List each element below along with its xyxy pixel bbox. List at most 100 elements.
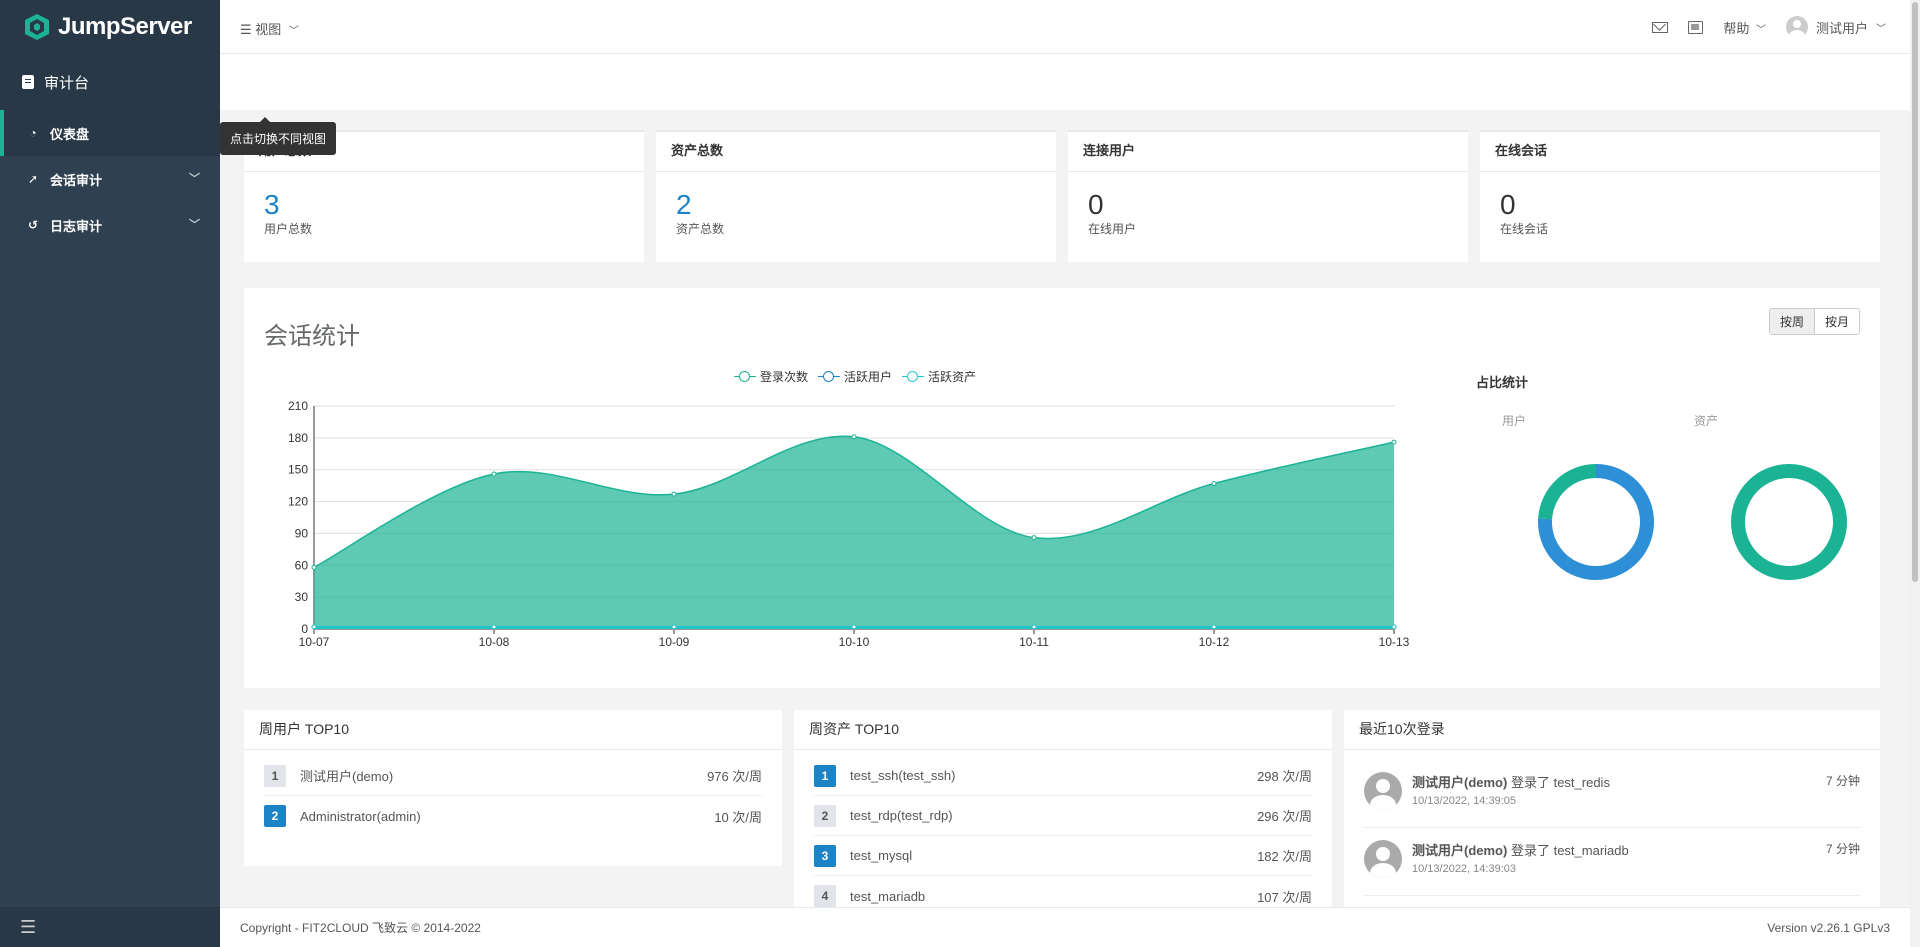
stat-title: 连接用户 bbox=[1068, 132, 1468, 172]
avatar bbox=[1364, 840, 1402, 878]
x-tick-label: 10-10 bbox=[839, 635, 870, 649]
x-tick-label: 10-12 bbox=[1199, 635, 1230, 649]
sidebar: JumpServer 审计台 ◔ 仪表盘 ➚ 会话审计 ﹀ ↺ 日志审计 ﹀ ☰ bbox=[0, 0, 220, 947]
stat-subtitle: 用户总数 bbox=[264, 222, 313, 236]
stat-card-assets: 资产总数 2 资产总数 bbox=[656, 130, 1056, 262]
user-ratio-donut bbox=[1538, 464, 1654, 580]
y-tick-label: 180 bbox=[288, 431, 308, 445]
stat-subtitle: 在线会话 bbox=[1500, 222, 1549, 236]
data-point bbox=[491, 624, 497, 630]
stat-value[interactable]: 2 bbox=[676, 189, 692, 220]
stat-value: 0 bbox=[1500, 189, 1516, 220]
donut-slice-1[interactable] bbox=[1731, 464, 1847, 580]
clipboard-icon bbox=[22, 75, 34, 89]
chevron-down-icon: ﹀ bbox=[189, 173, 200, 185]
period-month-button[interactable]: 按月 bbox=[1824, 315, 1849, 329]
legend-label: 活跃用户 bbox=[844, 370, 893, 384]
session-stats-title: 会话统计 bbox=[264, 323, 360, 350]
data-point bbox=[1031, 624, 1037, 630]
stat-card-online-users: 连接用户 0 在线用户 bbox=[1068, 130, 1468, 262]
user-menu[interactable]: 测试用户 ﹀ bbox=[1785, 16, 1886, 38]
top-navbar: ☰ 视图 ﹀ 帮助 ﹀ 测试用户 ﹀ bbox=[220, 0, 1910, 54]
login-time: 10/13/2022, 14:39:05 bbox=[1412, 795, 1516, 807]
legend-label: 登录次数 bbox=[760, 370, 809, 384]
sidebar-section-audit[interactable]: 审计台 bbox=[0, 54, 220, 110]
data-point bbox=[851, 624, 857, 630]
list-item: 1 测试用户(demo) 976 次/周 bbox=[264, 756, 762, 796]
login-summary: 测试用户(demo) 登录了 test_redis bbox=[1412, 772, 1826, 791]
login-text: 测试用户(demo) 登录了 test_mariadb 10/13/2022, … bbox=[1412, 840, 1826, 875]
sidebar-item-label: 仪表盘 bbox=[50, 126, 90, 142]
y-tick-label: 30 bbox=[295, 590, 309, 604]
recent-logins-list: 测试用户(demo) 登录了 test_redis 10/13/2022, 14… bbox=[1344, 750, 1880, 896]
item-name: test_ssh(test_ssh) bbox=[850, 768, 956, 783]
login-summary: 测试用户(demo) 登录了 test_mariadb bbox=[1412, 840, 1826, 859]
data-point bbox=[851, 434, 857, 440]
top-users-panel: 周用户 TOP10 1 测试用户(demo) 976 次/周 2 Adminis… bbox=[244, 710, 782, 866]
item-name: Administrator(admin) bbox=[300, 808, 421, 824]
view-switch-label: 视图 bbox=[255, 22, 282, 37]
dashboard-icon: ◔ bbox=[29, 126, 37, 140]
menu-icon: ☰ bbox=[240, 22, 252, 37]
legend-item-active-users[interactable]: 活跃用户 bbox=[818, 368, 892, 385]
chevron-down-icon: ﹀ bbox=[1755, 24, 1766, 36]
period-week-button[interactable]: 按周 bbox=[1769, 309, 1815, 334]
login-time: 10/13/2022, 14:39:03 bbox=[1412, 863, 1516, 875]
sidebar-item-session-audit[interactable]: ➚ 会话审计 ﹀ bbox=[0, 156, 220, 202]
period-toggle: 按周 按月 bbox=[1768, 308, 1860, 335]
top-assets-title: 周资产 TOP10 bbox=[794, 710, 1332, 750]
legend-marker bbox=[902, 370, 925, 383]
stat-card-online-sessions: 在线会话 0 在线会话 bbox=[1480, 130, 1880, 262]
view-switch-button[interactable]: ☰ 视图 ﹀ bbox=[240, 19, 299, 38]
login-ago: 7 分钟 bbox=[1825, 842, 1860, 856]
collapse-menu-icon: ☰ bbox=[20, 916, 37, 937]
sidebar-section-label: 审计台 bbox=[44, 74, 90, 92]
app-name: JumpServer bbox=[58, 13, 192, 40]
x-tick-label: 10-11 bbox=[1019, 635, 1049, 649]
sidebar-item-label: 日志审计 bbox=[50, 218, 103, 234]
web-terminal-icon[interactable] bbox=[1688, 20, 1704, 34]
list-item: 4 test_mariadb 107 次/周 bbox=[814, 876, 1312, 916]
rank-badge: 1 bbox=[814, 764, 836, 787]
item-count: 976 次/周 bbox=[707, 769, 762, 784]
avatar bbox=[1364, 772, 1402, 810]
legend-item-active-assets[interactable]: 活跃资产 bbox=[902, 368, 976, 385]
list-item: 3 test_mysql 182 次/周 bbox=[814, 836, 1312, 876]
stat-value[interactable]: 3 bbox=[264, 189, 280, 220]
view-switch-tooltip: 点击切换不同视图 bbox=[220, 117, 337, 155]
data-point bbox=[1391, 624, 1397, 630]
data-point bbox=[671, 491, 677, 497]
y-tick-label: 120 bbox=[288, 495, 308, 509]
item-name: test_mariadb bbox=[850, 888, 926, 904]
chevron-down-icon: ﹀ bbox=[189, 219, 200, 231]
app-logo[interactable]: JumpServer bbox=[0, 0, 220, 54]
mail-icon[interactable] bbox=[1652, 21, 1669, 33]
data-point bbox=[1211, 624, 1217, 630]
sidebar-item-dashboard[interactable]: ◔ 仪表盘 bbox=[0, 110, 220, 156]
footer-version: Version v2.26.1 GPLv3 bbox=[1767, 920, 1890, 935]
top-users-list: 1 测试用户(demo) 976 次/周 2 Administrator(adm… bbox=[244, 750, 782, 836]
stat-title: 资产总数 bbox=[656, 132, 1056, 172]
recent-logins-panel: 最近10次登录 测试用户(demo) 登录了 test_redis 10/13/… bbox=[1344, 710, 1880, 910]
donut-slice-2[interactable] bbox=[1538, 464, 1596, 520]
y-tick-label: 150 bbox=[288, 463, 308, 477]
rank-badge: 3 bbox=[814, 844, 836, 867]
login-ago: 7 分钟 bbox=[1825, 774, 1860, 788]
session-stats-panel: 会话统计 按周 按月 登录次数 活跃用户 活跃资产 0 30 60 90 120 150 1… bbox=[244, 288, 1880, 688]
y-tick-label: 0 bbox=[301, 622, 308, 636]
page-scrollbar[interactable] bbox=[1910, 0, 1920, 947]
jumpserver-logo-icon bbox=[25, 14, 49, 40]
sidebar-item-log-audit[interactable]: ↺ 日志审计 ﹀ bbox=[0, 202, 220, 248]
scrollbar-thumb[interactable] bbox=[1912, 2, 1918, 582]
item-count: 296 次/周 bbox=[1257, 809, 1312, 824]
sidebar-collapse-button[interactable]: ☰ bbox=[0, 907, 220, 947]
recent-logins-title: 最近10次登录 bbox=[1344, 710, 1880, 750]
rank-badge: 4 bbox=[814, 885, 836, 907]
help-menu[interactable]: 帮助 ﹀ bbox=[1723, 18, 1766, 37]
legend-item-logins[interactable]: 登录次数 bbox=[734, 368, 808, 385]
chevron-down-icon: ﹀ bbox=[1876, 23, 1886, 35]
item-count: 182 次/周 bbox=[1257, 849, 1312, 864]
y-tick-label: 60 bbox=[295, 558, 309, 572]
rank-badge: 2 bbox=[264, 805, 286, 827]
pie-label-assets: 资产 bbox=[1694, 414, 1719, 428]
